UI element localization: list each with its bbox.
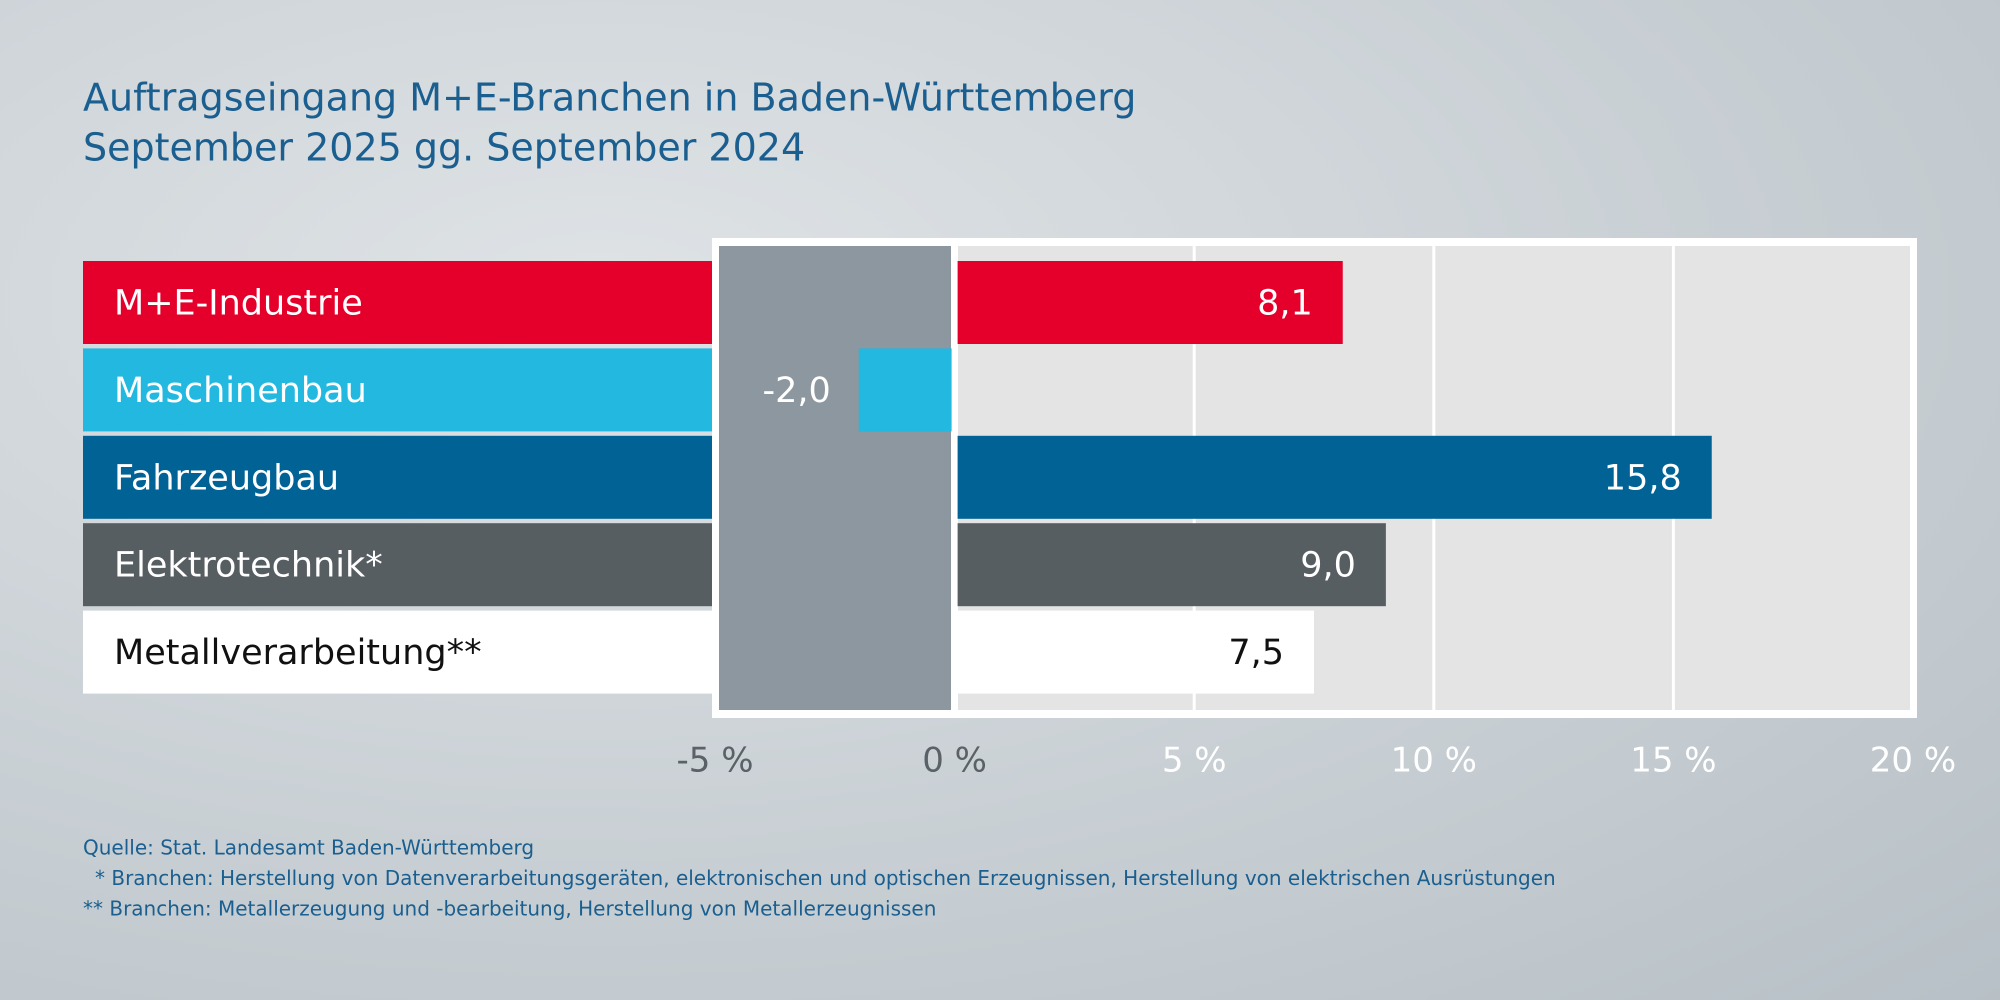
- category-label: Fahrzeugbau: [114, 458, 339, 498]
- bar: [858, 348, 952, 432]
- footnote: ** Branchen: Metallerzeugung und -bearbe…: [83, 897, 936, 921]
- x-tick-label: 20 %: [1870, 741, 1956, 781]
- category-label: Elektrotechnik*: [114, 546, 383, 586]
- bar: [957, 610, 1314, 694]
- x-tick-label: 10 %: [1391, 741, 1477, 781]
- value-label: 9,0: [1300, 546, 1356, 586]
- category-panel: [83, 261, 712, 344]
- category-label: M+E-Industrie: [114, 284, 363, 324]
- category-panel: [83, 523, 712, 607]
- category-panel: [83, 435, 712, 519]
- footnote: Quelle: Stat. Landesamt Baden-Württember…: [83, 836, 534, 860]
- negative-area: [719, 246, 951, 710]
- category-label: Metallverarbeitung**: [114, 633, 482, 673]
- value-label: 8,1: [1257, 284, 1313, 324]
- chart-title: Auftragseingang M+E-Branchen in Baden-Wü…: [83, 76, 1136, 120]
- bar: [957, 435, 1712, 519]
- plot: -5 % 0 % 5 % 10 % 15 % 20 % M+E-Industrie 8,1 Ma…: [83, 246, 1956, 921]
- x-tick-label: 0 %: [922, 741, 987, 781]
- chart-subtitle: September 2025 gg. September 2024: [83, 126, 805, 170]
- value-label: 7,5: [1228, 633, 1284, 673]
- value-label: 15,8: [1604, 458, 1682, 498]
- bar: [957, 523, 1386, 607]
- bar: [957, 261, 1343, 344]
- category-panel: [83, 610, 712, 694]
- category-panel: [83, 348, 712, 432]
- x-tick-label: 5 %: [1162, 741, 1227, 781]
- category-label: Maschinenbau: [114, 371, 367, 411]
- x-tick-label: -5 %: [676, 741, 753, 781]
- x-tick-label: 15 %: [1630, 741, 1716, 781]
- value-label: -2,0: [762, 371, 830, 411]
- footnote: * Branchen: Herstellung von Datenverarbe…: [95, 866, 1556, 890]
